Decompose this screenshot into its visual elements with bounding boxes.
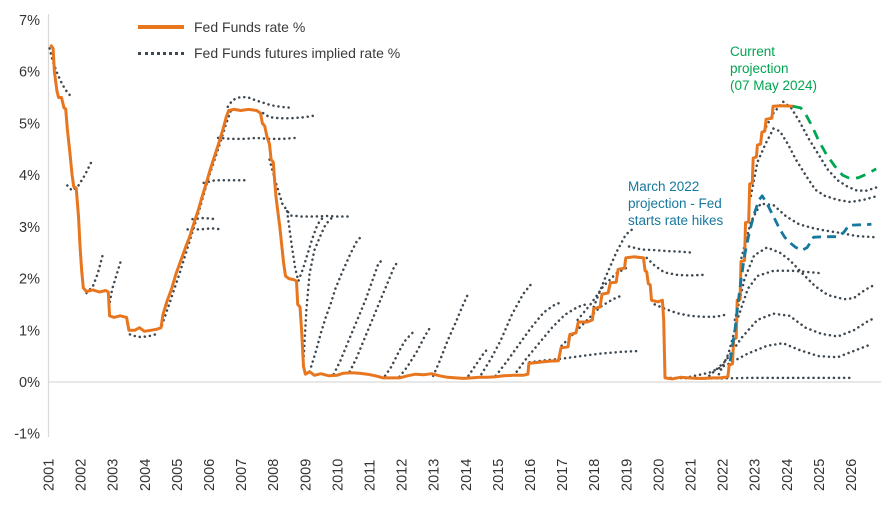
legend-label-fed-funds: Fed Funds rate % <box>194 19 306 35</box>
legend-label-futures: Fed Funds futures implied rate % <box>194 45 401 61</box>
futures-implied-curve <box>627 245 695 254</box>
annotation-march2022-line2: projection - Fed <box>628 196 722 211</box>
x-tick-label: 2002 <box>74 459 90 491</box>
x-tick-label: 2008 <box>266 459 282 491</box>
futures-implied-curve <box>383 329 417 378</box>
y-tick-label: 3% <box>19 220 40 236</box>
futures-implied-curve <box>708 312 876 378</box>
x-tick-label: 2010 <box>330 459 346 491</box>
futures-implied-curve <box>160 109 233 327</box>
futures-implied-curve <box>431 291 470 378</box>
annotation-march-2022-projection: March 2022 projection - Fed starts rate … <box>628 178 723 229</box>
y-tick-label: 7% <box>19 13 40 29</box>
x-tick-label: 2016 <box>523 459 539 491</box>
x-tick-label: 2019 <box>619 459 635 491</box>
futures-implied-curve <box>261 111 316 120</box>
x-tick-label: 2012 <box>395 459 411 491</box>
y-tick-label: 5% <box>19 116 40 132</box>
x-tick-label: 2023 <box>748 459 764 491</box>
x-tick-label: 2026 <box>844 459 860 491</box>
fed-funds-line-swatch <box>138 25 184 29</box>
futures-line-swatch <box>138 51 184 55</box>
futures-implied-curve <box>653 303 727 319</box>
futures-implied-curve <box>688 341 872 379</box>
legend: Fed Funds rate % Fed Funds futures impli… <box>138 14 400 66</box>
annotation-march2022-line1: March 2022 <box>628 179 700 194</box>
futures-implied-curve <box>202 179 249 185</box>
legend-item-fed-funds: Fed Funds rate % <box>138 14 400 40</box>
x-tick-label: 2018 <box>587 459 603 491</box>
x-tick-label: 2007 <box>234 459 250 491</box>
x-tick-label: 2009 <box>298 459 314 491</box>
futures-implied-curve <box>216 136 297 141</box>
x-tick-label: 2025 <box>812 459 828 491</box>
y-tick-label: 0% <box>19 375 40 391</box>
y-tick-label: 6% <box>19 65 40 81</box>
futures-implied-curve <box>749 127 876 204</box>
y-tick-label: 2% <box>19 272 40 288</box>
futures-implied-curve <box>467 346 491 378</box>
annotation-march2022-line3: starts rate hikes <box>628 213 724 228</box>
x-tick-label: 2014 <box>459 459 475 491</box>
futures-implied-curve <box>332 258 385 376</box>
x-tick-label: 2015 <box>491 459 507 491</box>
march-2022-projection-line <box>728 194 872 362</box>
x-tick-label: 2001 <box>42 459 58 491</box>
x-tick-label: 2024 <box>780 459 796 491</box>
x-tick-label: 2022 <box>716 459 732 491</box>
futures-implied-curve <box>515 303 587 373</box>
futures-implied-curve <box>85 254 104 295</box>
futures-implied-curve <box>592 228 634 309</box>
annotation-current-line3: (07 May 2024) <box>730 78 818 93</box>
annotation-current-line2: projection <box>730 61 789 76</box>
x-tick-label: 2006 <box>202 459 218 491</box>
futures-implied-curve <box>302 216 334 358</box>
futures-implied-curve <box>66 160 93 193</box>
futures-implied-curve <box>645 256 705 277</box>
futures-implied-curve <box>762 99 878 192</box>
futures-implied-curve <box>348 259 401 373</box>
futures-implied-curve <box>226 95 294 110</box>
annotation-current-line1: Current <box>730 44 776 59</box>
futures-implied-curve <box>717 269 825 376</box>
futures-implied-curve <box>398 323 433 379</box>
futures-implied-curve <box>268 158 350 218</box>
current-projection-line <box>792 104 877 181</box>
x-tick-label: 2011 <box>363 460 379 491</box>
y-tick-label: 1% <box>19 323 40 339</box>
x-tick-label: 2013 <box>427 459 443 491</box>
futures-implied-curve <box>480 280 534 376</box>
y-tick-label: -1% <box>14 427 40 443</box>
y-tick-label: 4% <box>19 168 40 184</box>
x-tick-label: 2021 <box>684 459 700 491</box>
legend-item-futures: Fed Funds futures implied rate % <box>138 40 400 66</box>
x-tick-label: 2004 <box>138 459 154 491</box>
futures-implied-curve <box>733 246 876 322</box>
futures-implied-curve <box>309 233 364 368</box>
futures-implied-curve <box>107 256 124 309</box>
futures-implied-curve <box>128 333 157 339</box>
fed-funds-rate-line <box>49 44 795 381</box>
x-tick-label: 2005 <box>170 459 186 491</box>
x-tick-label: 2003 <box>106 459 122 491</box>
x-tick-label: 2017 <box>555 459 571 491</box>
futures-implied-curve <box>285 210 324 286</box>
futures-implied-curve <box>740 202 876 260</box>
futures-implied-curve <box>191 216 217 221</box>
annotation-current-projection: Current projection (07 May 2024) <box>730 43 817 94</box>
x-tick-label: 2020 <box>651 459 667 491</box>
